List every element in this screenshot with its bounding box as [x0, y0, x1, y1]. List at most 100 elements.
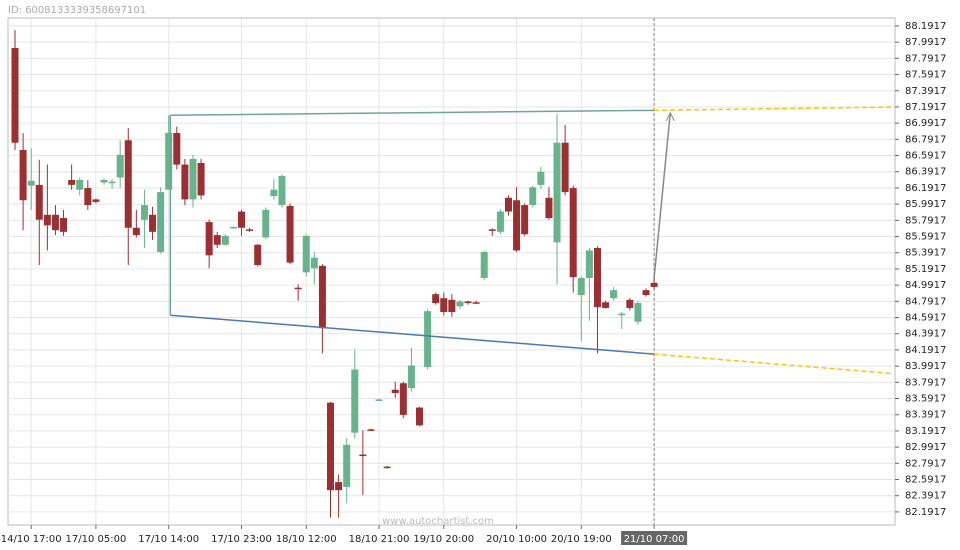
candle-body — [262, 209, 270, 238]
candle-body — [270, 189, 278, 197]
plot-frame — [7, 17, 896, 526]
x-tick-label: 19/10 20:00 — [413, 534, 474, 545]
y-tick-label: 86.3917 — [905, 167, 946, 178]
candle-body — [335, 482, 343, 491]
pattern-line — [170, 109, 655, 116]
x-tick-label: 21/10 07:00 — [624, 534, 685, 545]
candle-body — [504, 197, 512, 212]
candle-body — [432, 294, 440, 304]
y-tick-label: 87.3917 — [905, 86, 946, 97]
y-tick-label: 82.3917 — [905, 491, 946, 502]
candle-body — [310, 257, 318, 269]
candle-body — [327, 402, 335, 491]
x-label-highlight — [621, 531, 688, 545]
y-tick-label: 84.1917 — [905, 345, 946, 356]
candle-body — [634, 303, 642, 322]
candle-body — [472, 302, 480, 304]
y-tick-label: 88.1917 — [905, 21, 946, 32]
candle-body — [553, 142, 561, 243]
x-tick-label: 17/10 23:00 — [211, 534, 272, 545]
candle-body — [157, 192, 165, 253]
y-tick-label: 85.7917 — [905, 215, 946, 226]
y-tick-label: 87.1917 — [905, 102, 946, 113]
candle-body — [189, 158, 197, 200]
pattern-line — [170, 314, 655, 355]
y-tick-label: 82.9917 — [905, 442, 946, 453]
candle-body — [278, 175, 286, 206]
candle-body — [68, 179, 76, 185]
y-tick-label: 84.7917 — [905, 296, 946, 307]
candle-body — [116, 154, 124, 178]
candle-body — [642, 290, 650, 295]
candle-body — [19, 150, 27, 201]
candle-body — [149, 214, 157, 232]
y-tick-label: 85.9917 — [905, 199, 946, 210]
id-label: ID: 6008133339358697101 — [8, 5, 146, 16]
candle-body — [238, 211, 246, 228]
y-tick-label: 87.7917 — [905, 53, 946, 64]
candle-body — [76, 179, 84, 190]
candle-body — [593, 248, 601, 308]
y-tick-label: 83.5917 — [905, 394, 946, 405]
candle-body — [60, 218, 68, 232]
x-tick-label: 20/10 19:00 — [551, 534, 612, 545]
y-tick-label: 85.5917 — [905, 232, 946, 243]
candle-body — [351, 369, 359, 433]
pattern-line — [653, 112, 672, 279]
candle-body — [456, 301, 464, 307]
y-tick-label: 83.7917 — [905, 377, 946, 388]
candle-body — [100, 179, 108, 183]
candle-body — [35, 184, 43, 220]
candle-body — [577, 277, 585, 295]
candle-body — [181, 164, 189, 200]
y-tick-label: 82.1917 — [905, 507, 946, 518]
candle-body — [132, 227, 140, 236]
candle-body — [221, 235, 229, 245]
candle-body — [165, 133, 173, 190]
candle-body — [359, 454, 367, 457]
y-tick-label: 86.1917 — [905, 183, 946, 194]
candle-body — [545, 197, 553, 219]
y-tick-label: 83.9917 — [905, 361, 946, 372]
candle-body — [92, 199, 100, 202]
y-tick-label: 87.9917 — [905, 37, 946, 48]
y-tick-label: 82.7917 — [905, 458, 946, 469]
candle-body — [51, 214, 59, 231]
candle-body — [294, 287, 302, 290]
y-tick-label: 85.1917 — [905, 264, 946, 275]
y-tick-label: 84.3917 — [905, 329, 946, 340]
arrow-head — [665, 111, 675, 121]
candle-body — [197, 162, 205, 196]
candle-body — [416, 407, 423, 426]
candle-body — [375, 399, 383, 401]
candle-body — [464, 301, 472, 304]
watermark: www.autochartist.com — [382, 516, 494, 527]
y-tick-label: 85.3917 — [905, 248, 946, 259]
candle-body — [140, 205, 148, 220]
candle-body — [254, 244, 262, 266]
y-tick-label: 84.5917 — [905, 313, 946, 324]
candle-body — [585, 250, 593, 278]
candle-body — [318, 265, 326, 329]
candle-body — [626, 299, 634, 308]
y-tick-label: 82.5917 — [905, 475, 946, 486]
y-tick-label: 86.9917 — [905, 118, 946, 129]
candle-body — [27, 180, 35, 186]
x-tick-label: 18/10 12:00 — [276, 534, 337, 545]
candle-body — [610, 290, 618, 299]
candle-body — [43, 214, 51, 226]
candle-body — [488, 229, 496, 231]
candle-body — [246, 229, 254, 231]
candle-body — [618, 313, 626, 316]
candle-body — [108, 181, 116, 184]
candle-body — [650, 282, 658, 287]
x-tick-label: 14/10 17:00 — [1, 534, 62, 545]
candle-body — [496, 211, 504, 232]
candle-body — [229, 226, 237, 229]
candle-body — [367, 429, 375, 431]
x-tick-label: 18/10 21:00 — [349, 534, 410, 545]
candle-body — [424, 311, 432, 368]
y-tick-label: 84.9917 — [905, 280, 946, 291]
candle-body — [448, 299, 456, 312]
candle-body — [602, 302, 610, 308]
